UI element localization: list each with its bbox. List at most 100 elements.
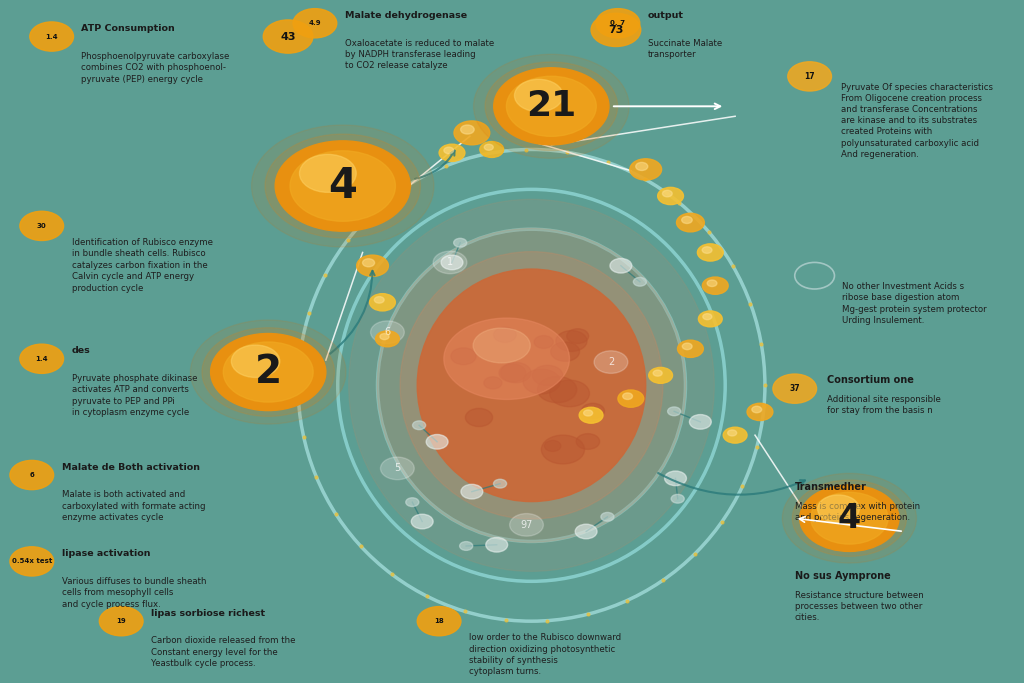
Text: 1.4: 1.4	[36, 356, 48, 362]
Text: Malate dehydrogenase: Malate dehydrogenase	[345, 11, 467, 20]
Circle shape	[636, 163, 648, 171]
Ellipse shape	[501, 363, 531, 382]
Circle shape	[480, 141, 504, 158]
Circle shape	[485, 62, 617, 151]
Text: Phosphoenolpyruvate carboxylase
combines CO2 with phosphoenol-
pyruvate (PEP) en: Phosphoenolpyruvate carboxylase combines…	[82, 52, 229, 84]
Text: 5: 5	[394, 463, 400, 473]
Circle shape	[663, 191, 672, 197]
Text: Additional site responsible
for stay from the basis n: Additional site responsible for stay fro…	[826, 395, 940, 415]
Text: 2: 2	[608, 357, 614, 367]
Text: ATP Consumption: ATP Consumption	[82, 24, 175, 33]
Circle shape	[677, 213, 705, 232]
Circle shape	[380, 333, 389, 339]
Ellipse shape	[494, 327, 516, 342]
Circle shape	[362, 259, 375, 267]
Text: 97: 97	[520, 520, 532, 530]
Text: 4.9: 4.9	[308, 20, 322, 26]
Circle shape	[454, 238, 467, 247]
Ellipse shape	[550, 380, 590, 407]
Circle shape	[617, 390, 644, 407]
Circle shape	[211, 333, 326, 410]
Circle shape	[299, 154, 356, 193]
Text: Succinate Malate
transporter: Succinate Malate transporter	[648, 38, 722, 59]
Text: No other Investment Acids s
ribose base digestion atom
Mg-gest protein system pr: No other Investment Acids s ribose base …	[843, 282, 987, 324]
Circle shape	[811, 492, 888, 544]
Text: 73: 73	[608, 25, 624, 35]
Text: Various diffuses to bundle sheath
cells from mesophyll cells
and cycle process f: Various diffuses to bundle sheath cells …	[61, 576, 206, 609]
Circle shape	[19, 344, 63, 374]
Ellipse shape	[566, 329, 589, 344]
Text: 1.4: 1.4	[45, 33, 58, 40]
Ellipse shape	[483, 377, 502, 389]
Circle shape	[406, 498, 419, 507]
Circle shape	[484, 144, 494, 150]
Text: 6: 6	[30, 472, 34, 478]
Circle shape	[485, 538, 508, 552]
Circle shape	[748, 403, 773, 421]
Circle shape	[678, 340, 703, 357]
Text: 17: 17	[804, 72, 815, 81]
Circle shape	[708, 280, 717, 287]
Circle shape	[413, 421, 426, 430]
Circle shape	[375, 296, 384, 303]
Text: low order to the Rubisco downward
direction oxidizing photosynthetic
stability o: low order to the Rubisco downward direct…	[469, 633, 621, 676]
Text: 37: 37	[790, 384, 800, 393]
Circle shape	[507, 76, 596, 137]
Text: No sus Aymprone: No sus Aymprone	[795, 571, 891, 581]
Text: Mass is complex with protein
and proteins regeneration.: Mass is complex with protein and protein…	[795, 501, 920, 522]
Ellipse shape	[465, 408, 493, 427]
Circle shape	[817, 495, 859, 523]
Circle shape	[800, 485, 899, 551]
Circle shape	[601, 512, 614, 521]
Circle shape	[648, 367, 673, 383]
Text: des: des	[72, 346, 90, 355]
Text: 19: 19	[117, 618, 126, 624]
Circle shape	[10, 547, 53, 576]
Text: Pyruvate Of species characteristics
From Oligocene creation process
and transfer: Pyruvate Of species characteristics From…	[842, 83, 993, 158]
Circle shape	[793, 480, 906, 557]
Circle shape	[702, 277, 728, 294]
Circle shape	[439, 144, 465, 161]
Circle shape	[510, 514, 544, 536]
Circle shape	[231, 345, 280, 378]
Circle shape	[461, 484, 482, 499]
Ellipse shape	[538, 376, 577, 403]
Circle shape	[591, 13, 641, 46]
Circle shape	[682, 343, 692, 350]
Circle shape	[370, 294, 395, 311]
FancyArrowPatch shape	[330, 271, 375, 354]
Text: Consortium one: Consortium one	[826, 376, 913, 385]
Circle shape	[252, 125, 434, 247]
Circle shape	[460, 542, 473, 550]
Circle shape	[441, 255, 463, 270]
Circle shape	[596, 9, 640, 38]
Text: Pyruvate phosphate dikinase
activates ATP and converts
pyruvate to PEP and PPi
i: Pyruvate phosphate dikinase activates AT…	[72, 374, 197, 417]
Circle shape	[728, 430, 736, 436]
Circle shape	[202, 328, 335, 417]
Circle shape	[190, 320, 346, 424]
Circle shape	[575, 524, 597, 539]
Text: Malate is both activated and
carboxylated with formate acting
enzyme activates c: Malate is both activated and carboxylate…	[61, 490, 205, 522]
Circle shape	[275, 141, 411, 232]
Text: 30: 30	[37, 223, 47, 229]
Ellipse shape	[377, 228, 686, 542]
Circle shape	[702, 247, 712, 253]
Circle shape	[10, 460, 53, 490]
Circle shape	[433, 251, 467, 274]
Circle shape	[99, 607, 143, 636]
Ellipse shape	[542, 435, 585, 464]
Circle shape	[773, 374, 816, 403]
Circle shape	[594, 351, 628, 374]
Circle shape	[584, 410, 593, 416]
Circle shape	[671, 494, 684, 503]
Circle shape	[698, 311, 722, 327]
Circle shape	[689, 415, 712, 429]
Circle shape	[473, 54, 629, 158]
Text: 2: 2	[255, 353, 282, 391]
Ellipse shape	[400, 251, 663, 519]
Ellipse shape	[532, 365, 563, 386]
Ellipse shape	[577, 434, 600, 449]
FancyArrowPatch shape	[658, 473, 805, 494]
Circle shape	[293, 9, 337, 38]
Text: 4: 4	[838, 502, 861, 535]
